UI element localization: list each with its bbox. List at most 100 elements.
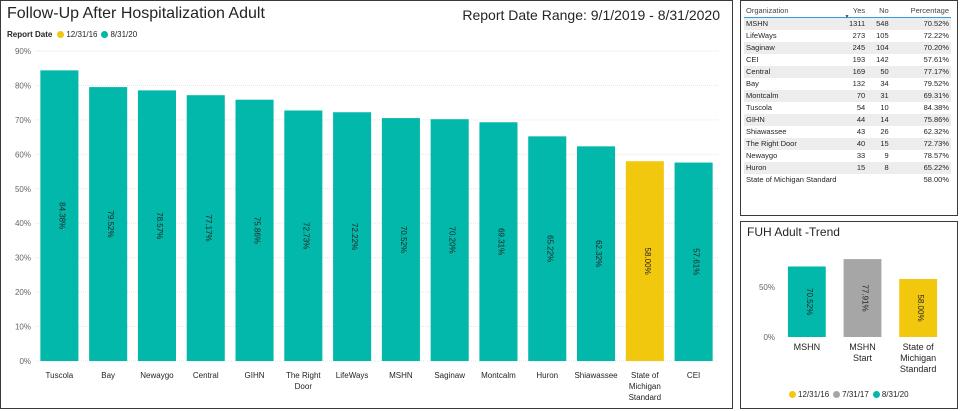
cell-yes: 245 bbox=[838, 42, 868, 54]
bar bbox=[674, 162, 713, 361]
table-row[interactable]: LifeWays 273 105 72.22% bbox=[744, 30, 951, 42]
bar-data-label: 58.00% bbox=[643, 248, 652, 275]
table-row[interactable]: Huron 15 8 65.22% bbox=[744, 162, 951, 174]
column-header-no[interactable]: No bbox=[867, 5, 891, 18]
cell-percentage: 79.52% bbox=[890, 78, 951, 90]
y-tick-label: 20% bbox=[15, 288, 31, 297]
table-row[interactable]: State of Michigan Standard 58.00% bbox=[744, 174, 951, 186]
cell-percentage: 84.38% bbox=[890, 102, 951, 114]
cell-no: 104 bbox=[867, 42, 891, 54]
x-category-label: GIHN bbox=[245, 371, 265, 380]
cell-no: 9 bbox=[867, 150, 891, 162]
cell-yes: 33 bbox=[838, 150, 868, 162]
cell-no bbox=[867, 174, 891, 186]
y-tick-label: 0% bbox=[763, 333, 775, 342]
legend-dot-icon bbox=[57, 31, 65, 38]
trend-legend: 12/31/16 7/31/17 8/31/20 bbox=[789, 390, 913, 399]
legend-item-12-31-16[interactable]: 12/31/16 bbox=[57, 30, 97, 39]
cell-no: 548 bbox=[867, 17, 891, 30]
cell-no: 34 bbox=[867, 78, 891, 90]
legend-item-7-31-17[interactable]: 7/31/17 bbox=[833, 390, 869, 399]
bar-data-label: 84.38% bbox=[57, 202, 66, 229]
bar-data-label: 57.61% bbox=[692, 248, 701, 275]
main-legend: Report Date 12/31/16 8/31/20 bbox=[7, 30, 141, 39]
cell-yes: 1311 bbox=[838, 17, 868, 30]
x-category-label: MSHN bbox=[794, 342, 821, 352]
table-row[interactable]: Bay 132 34 79.52% bbox=[744, 78, 951, 90]
x-category-label: State of bbox=[631, 371, 659, 380]
column-header-yes[interactable]: ▼ Yes bbox=[838, 5, 868, 20]
main-bar-chart: 0% 10% 20% 30% 40% 50% 60% 70% 80% 90% 84.38% Tusco… bbox=[15, 47, 718, 402]
column-header-percentage[interactable]: Percentage bbox=[890, 5, 951, 18]
x-category-label: MSHN bbox=[389, 371, 413, 380]
cell-percentage: 69.31% bbox=[890, 90, 951, 102]
legend-item-8-31-20[interactable]: 8/31/20 bbox=[101, 30, 137, 39]
cell-no: 50 bbox=[867, 66, 891, 78]
x-category-label: Newaygo bbox=[140, 371, 174, 380]
bar bbox=[787, 266, 826, 337]
x-category-label: Huron bbox=[536, 371, 558, 380]
legend-title: Report Date bbox=[7, 30, 53, 39]
bar-data-label: 65.22% bbox=[545, 235, 554, 262]
legend-item-8-31-20[interactable]: 8/31/20 bbox=[872, 390, 909, 399]
table-row[interactable]: MSHN 1311 548 70.52% bbox=[744, 17, 951, 30]
cell-no: 15 bbox=[867, 138, 891, 150]
y-tick-label: 30% bbox=[15, 254, 31, 263]
y-tick-label: 80% bbox=[15, 81, 31, 90]
column-header-organization[interactable]: Organization bbox=[744, 5, 839, 18]
legend-item-12-31-16[interactable]: 12/31/16 bbox=[789, 390, 829, 399]
bar bbox=[479, 122, 518, 361]
organization-table-panel: Organization ▼ Yes No Percentage MSHN 1311… bbox=[740, 0, 958, 216]
x-category-label: Saginaw bbox=[434, 371, 465, 380]
trend-chart-panel: FUH Adult -Trend 0% 50% 70.52% MSHN 77.91% MS… bbox=[740, 221, 958, 409]
table-row[interactable]: CEI 193 142 57.61% bbox=[744, 54, 951, 66]
cell-yes: 54 bbox=[838, 102, 868, 114]
cell-organization: Central bbox=[744, 66, 839, 78]
cell-percentage: 72.73% bbox=[890, 138, 951, 150]
table-row[interactable]: The Right Door 40 15 72.73% bbox=[744, 138, 951, 150]
cell-organization: CEI bbox=[744, 54, 839, 66]
bar-data-label: 70.20% bbox=[448, 227, 457, 254]
cell-no: 31 bbox=[867, 90, 891, 102]
legend-label: 8/31/20 bbox=[881, 390, 909, 399]
bar bbox=[186, 95, 225, 361]
table-row[interactable]: Montcalm 70 31 69.31% bbox=[744, 90, 951, 102]
report-date-range: Report Date Range: 9/1/2019 - 8/31/2020 bbox=[462, 7, 720, 23]
cell-yes: 193 bbox=[838, 54, 868, 66]
bar-data-label: 78.57% bbox=[155, 212, 164, 239]
cell-yes: 273 bbox=[838, 30, 868, 42]
cell-yes: 132 bbox=[838, 78, 868, 90]
y-tick-label: 10% bbox=[15, 323, 31, 332]
cell-organization: Newaygo bbox=[744, 150, 839, 162]
cell-yes: 15 bbox=[838, 162, 868, 174]
bar bbox=[625, 161, 664, 361]
table-row[interactable]: Newaygo 33 9 78.57% bbox=[744, 150, 951, 162]
cell-organization: Huron bbox=[744, 162, 839, 174]
x-category-label: State of bbox=[903, 342, 935, 352]
cell-organization: State of Michigan Standard bbox=[744, 174, 839, 186]
cell-no: 8 bbox=[867, 162, 891, 174]
table-row[interactable]: Tuscola 54 10 84.38% bbox=[744, 102, 951, 114]
main-chart-panel: Follow-Up After Hospitalization Adult Re… bbox=[0, 0, 733, 409]
cell-organization: Bay bbox=[744, 78, 839, 90]
cell-percentage: 65.22% bbox=[890, 162, 951, 174]
bar bbox=[137, 90, 176, 362]
bar-data-label: 58.00% bbox=[916, 294, 925, 321]
table-row[interactable]: Saginaw 245 104 70.20% bbox=[744, 42, 951, 54]
sort-desc-icon: ▼ bbox=[844, 14, 850, 20]
table-header-row: Organization ▼ Yes No Percentage bbox=[744, 5, 951, 20]
cell-organization: LifeWays bbox=[744, 30, 839, 42]
bar bbox=[528, 136, 567, 361]
table-row[interactable]: Shiawassee 43 26 62.32% bbox=[744, 126, 951, 138]
cell-percentage: 78.57% bbox=[890, 150, 951, 162]
trend-chart-title: FUH Adult -Trend bbox=[747, 225, 840, 239]
cell-organization: Shiawassee bbox=[744, 126, 839, 138]
cell-organization: The Right Door bbox=[744, 138, 839, 150]
cell-percentage: 77.17% bbox=[890, 66, 951, 78]
table-row[interactable]: Central 169 50 77.17% bbox=[744, 66, 951, 78]
main-chart-title: Follow-Up After Hospitalization Adult bbox=[7, 5, 265, 22]
x-category-label: CEI bbox=[687, 371, 700, 380]
legend-label: 12/31/16 bbox=[798, 390, 830, 399]
x-category-label: Shiawassee bbox=[574, 371, 618, 380]
table-row[interactable]: GIHN 44 14 75.86% bbox=[744, 114, 951, 126]
